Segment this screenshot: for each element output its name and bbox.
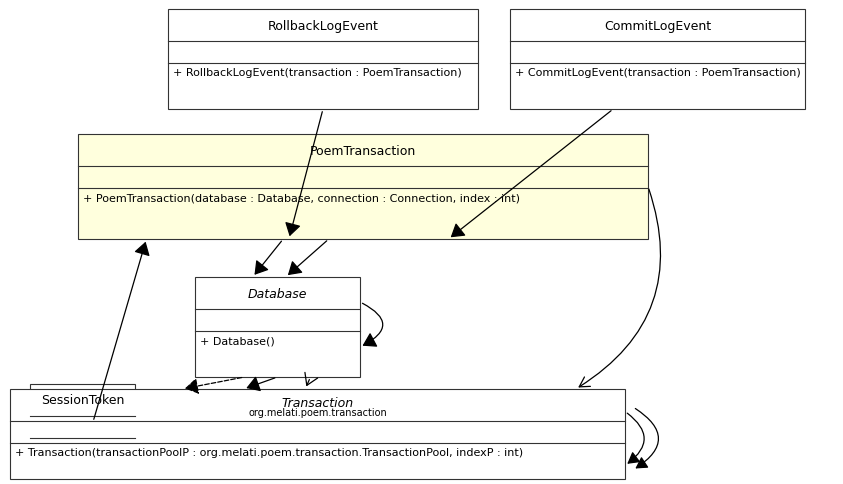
FancyArrowPatch shape xyxy=(255,242,282,274)
FancyArrowPatch shape xyxy=(362,303,383,347)
Text: + Transaction(transactionPoolP : org.melati.poem.transaction.TransactionPool, in: + Transaction(transactionPoolP : org.mel… xyxy=(15,447,524,457)
Text: Database: Database xyxy=(248,287,307,300)
Text: + PoemTransaction(database : Database, connection : Connection, index : int): + PoemTransaction(database : Database, c… xyxy=(83,193,520,203)
Bar xyxy=(30,384,135,422)
FancyArrowPatch shape xyxy=(186,378,242,393)
FancyArrowPatch shape xyxy=(248,378,275,391)
Bar xyxy=(168,10,478,110)
FancyArrowPatch shape xyxy=(286,112,322,236)
Bar xyxy=(510,10,805,110)
Text: RollbackLogEvent: RollbackLogEvent xyxy=(267,19,379,32)
FancyArrowPatch shape xyxy=(627,413,644,463)
FancyArrowPatch shape xyxy=(305,373,318,386)
FancyArrowPatch shape xyxy=(288,242,327,275)
FancyArrowPatch shape xyxy=(579,190,661,387)
Text: CommitLogEvent: CommitLogEvent xyxy=(604,19,711,32)
Text: + RollbackLogEvent(transaction : PoemTransaction): + RollbackLogEvent(transaction : PoemTra… xyxy=(173,68,462,78)
Text: Transaction: Transaction xyxy=(282,396,353,409)
Text: PoemTransaction: PoemTransaction xyxy=(310,144,416,157)
FancyArrowPatch shape xyxy=(452,111,611,237)
Bar xyxy=(10,389,625,479)
Bar xyxy=(195,277,360,377)
Text: + Database(): + Database() xyxy=(200,335,275,345)
FancyArrowPatch shape xyxy=(636,408,658,468)
Text: SessionToken: SessionToken xyxy=(40,393,124,407)
Text: + CommitLogEvent(transaction : PoemTransaction): + CommitLogEvent(transaction : PoemTrans… xyxy=(515,68,801,78)
FancyArrowPatch shape xyxy=(94,243,149,420)
Bar xyxy=(78,135,648,240)
Text: org.melati.poem.transaction: org.melati.poem.transaction xyxy=(248,407,387,417)
